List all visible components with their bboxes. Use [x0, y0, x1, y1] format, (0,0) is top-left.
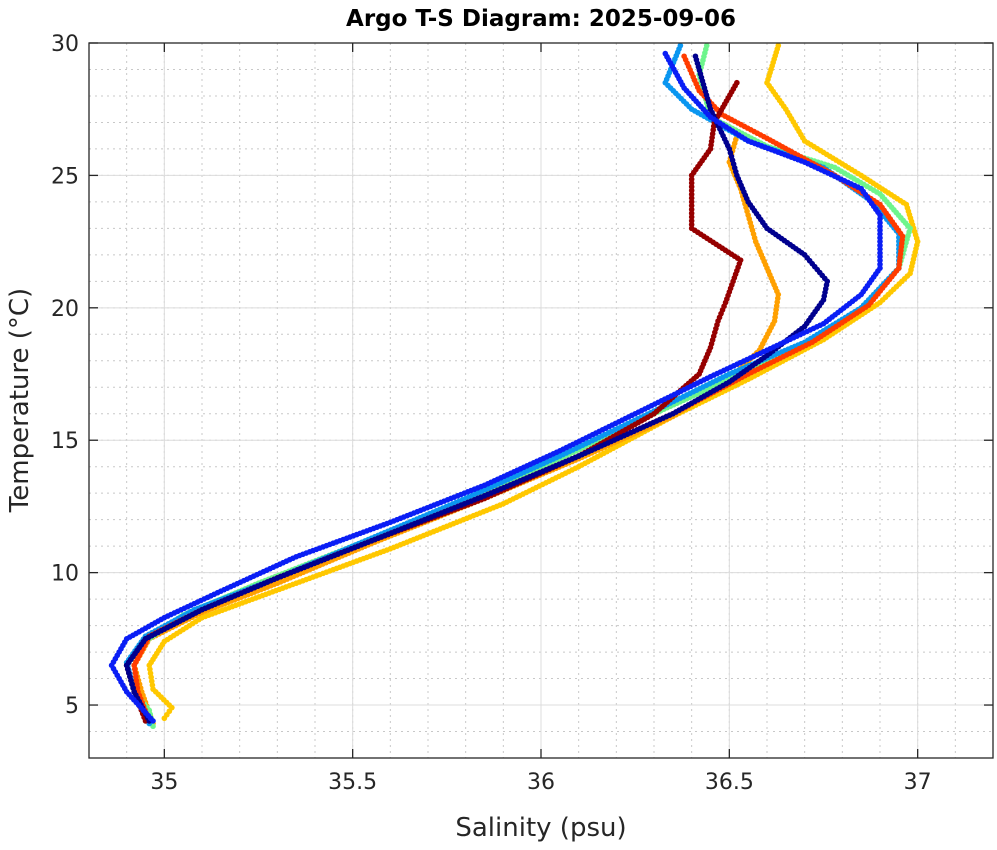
data-point: [681, 53, 687, 60]
series-profile-yellow: [146, 42, 921, 722]
ticks: 35 35.5 36 36.5 37 5 10 15 20 25 30: [51, 32, 993, 795]
y-tick-label: 15: [51, 429, 79, 454]
data-point: [775, 42, 782, 49]
x-axis-label: Salinity (psu): [455, 813, 626, 843]
data-point: [692, 53, 699, 60]
series-profile-blue: [108, 50, 883, 724]
data-points: [108, 42, 921, 730]
chart-title: Argo T-S Diagram: 2025-09-06: [346, 6, 736, 32]
x-tick-label: 35: [150, 770, 178, 795]
x-tick-label: 36: [527, 770, 555, 795]
y-tick-label: 25: [51, 164, 79, 189]
y-tick-label: 10: [51, 562, 79, 587]
y-axis-label: Temperature (°C): [5, 288, 35, 513]
x-tick-label: 35.5: [328, 770, 377, 795]
y-tick-label: 30: [51, 32, 79, 57]
y-tick-label: 20: [51, 297, 79, 322]
data-point: [703, 42, 710, 49]
y-tick-label: 5: [65, 694, 79, 719]
x-tick-label: 37: [904, 770, 932, 795]
data-point: [677, 42, 684, 49]
x-tick-label: 36.5: [705, 770, 754, 795]
data-point: [734, 79, 740, 86]
data-point: [662, 50, 669, 57]
